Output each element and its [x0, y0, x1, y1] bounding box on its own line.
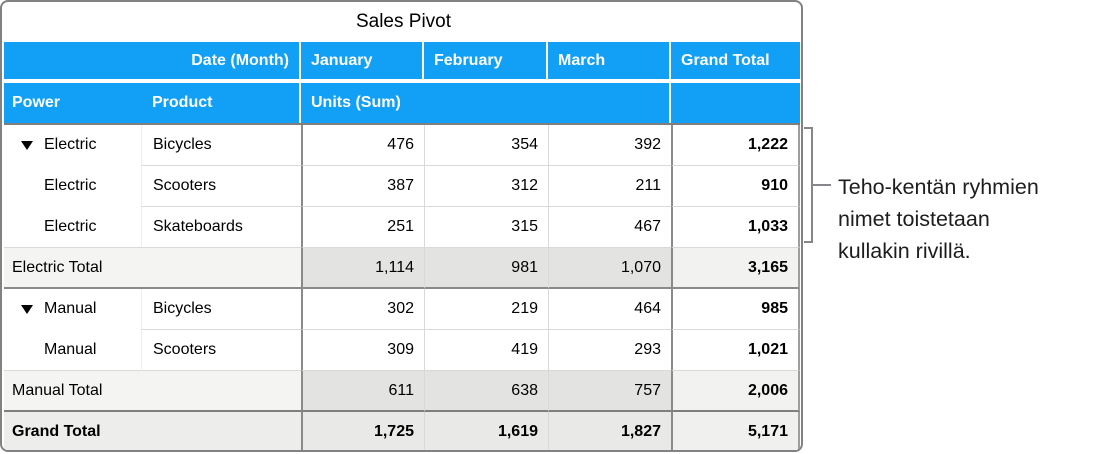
power-cell[interactable]: Electric [4, 125, 141, 166]
row-total-cell[interactable]: 1,021 [671, 330, 800, 371]
value-cell-february[interactable]: 315 [424, 207, 548, 248]
power-cell[interactable]: Manual [4, 289, 141, 330]
value-cell-march[interactable]: 467 [548, 207, 671, 248]
product-cell[interactable]: Skateboards [141, 207, 301, 248]
corner-header-label: Date (Month) [191, 51, 289, 69]
callout-line: nimet toistetaan [838, 207, 990, 231]
power-cell[interactable]: Electric [4, 166, 141, 207]
subtotal-row: Electric Total 1,114 981 1,070 3,165 [4, 248, 800, 289]
month-header-march[interactable]: March [548, 42, 671, 79]
value-cell-january[interactable]: 611 [301, 371, 424, 412]
product-cell[interactable]: Bicycles [141, 125, 301, 166]
power-field-header[interactable]: Power [4, 83, 141, 123]
power-cell[interactable]: Electric [4, 207, 141, 248]
product-cell[interactable]: Scooters [141, 166, 301, 207]
value-cell-february[interactable]: 981 [424, 248, 548, 289]
table-row: Electric Skateboards 251 315 467 1,033 [4, 207, 800, 248]
row-total-cell[interactable]: 1,222 [671, 125, 800, 166]
value-cell-march[interactable]: 293 [548, 330, 671, 371]
row-total-cell[interactable]: 2,006 [671, 371, 800, 412]
product-field-header[interactable]: Product [141, 83, 301, 123]
value-cell-january[interactable]: 387 [301, 166, 424, 207]
value-cell-january[interactable]: 251 [301, 207, 424, 248]
product-cell[interactable]: Bicycles [141, 289, 301, 330]
callout-line: kullakin rivillä. [838, 239, 971, 263]
value-cell-february[interactable]: 354 [424, 125, 548, 166]
grand-total-label-cell[interactable]: Grand Total [4, 412, 301, 450]
value-cell-february[interactable]: 638 [424, 371, 548, 412]
header-gap [4, 79, 800, 83]
column-header-row: Date (Month) January February March Gran… [4, 42, 800, 79]
disclosure-triangle-icon[interactable] [21, 304, 34, 314]
subtotal-label-cell[interactable]: Manual Total [4, 371, 301, 412]
value-cell-january[interactable]: 1,114 [301, 248, 424, 289]
product-cell[interactable]: Scooters [141, 330, 301, 371]
value-cell-february[interactable]: 312 [424, 166, 548, 207]
value-cell-march[interactable]: 1,827 [548, 412, 671, 450]
subtotal-row: Manual Total 611 638 757 2,006 [4, 371, 800, 412]
row-total-cell[interactable]: 910 [671, 166, 800, 207]
value-cell-january[interactable]: 309 [301, 330, 424, 371]
value-cell-january[interactable]: 302 [301, 289, 424, 330]
disclosure-triangle-icon[interactable] [21, 140, 34, 150]
row-total-cell[interactable]: 985 [671, 289, 800, 330]
value-cell-march[interactable]: 392 [548, 125, 671, 166]
table-title: Sales Pivot [355, 11, 452, 32]
row-total-cell[interactable]: 3,165 [671, 248, 800, 289]
callout-text: Teho-kentän ryhmien nimet toistetaan kul… [838, 171, 1039, 267]
table-row: Electric Bicycles 476 354 392 1,222 [4, 125, 800, 166]
value-cell-february[interactable]: 1,619 [424, 412, 548, 450]
table-row: Electric Scooters 387 312 211 910 [4, 166, 800, 207]
value-cell-march[interactable]: 464 [548, 289, 671, 330]
value-cell-february[interactable]: 419 [424, 330, 548, 371]
value-cell-march[interactable]: 1,070 [548, 248, 671, 289]
units-sum-header[interactable]: Units (Sum) [301, 83, 671, 123]
value-cell-march[interactable]: 211 [548, 166, 671, 207]
screenshot-frame: Sales Pivot Date (Month) January Februar… [0, 0, 803, 452]
pivot-table: Date (Month) January February March Gran… [4, 42, 800, 450]
row-total-cell[interactable]: 1,033 [671, 207, 800, 248]
field-header-row: Power Product Units (Sum) [4, 83, 800, 125]
month-header-february[interactable]: February [424, 42, 548, 79]
grand-total-row: Grand Total 1,725 1,619 1,827 5,171 [4, 412, 800, 450]
callout-line: Teho-kentän ryhmien [838, 175, 1039, 199]
subtotal-label-cell[interactable]: Electric Total [4, 248, 301, 289]
value-cell-february[interactable]: 219 [424, 289, 548, 330]
grand-total-header[interactable]: Grand Total [671, 42, 800, 79]
value-cell-january[interactable]: 1,725 [301, 412, 424, 450]
corner-header-cell[interactable]: Date (Month) [4, 42, 301, 79]
month-header-january[interactable]: January [301, 42, 424, 79]
value-cell-january[interactable]: 476 [301, 125, 424, 166]
empty-header-cell[interactable] [671, 83, 800, 123]
table-row: Manual Bicycles 302 219 464 985 [4, 289, 800, 330]
value-cell-march[interactable]: 757 [548, 371, 671, 412]
power-cell[interactable]: Manual [4, 330, 141, 371]
table-row: Manual Scooters 309 419 293 1,021 [4, 330, 800, 371]
row-total-cell[interactable]: 5,171 [671, 412, 800, 450]
